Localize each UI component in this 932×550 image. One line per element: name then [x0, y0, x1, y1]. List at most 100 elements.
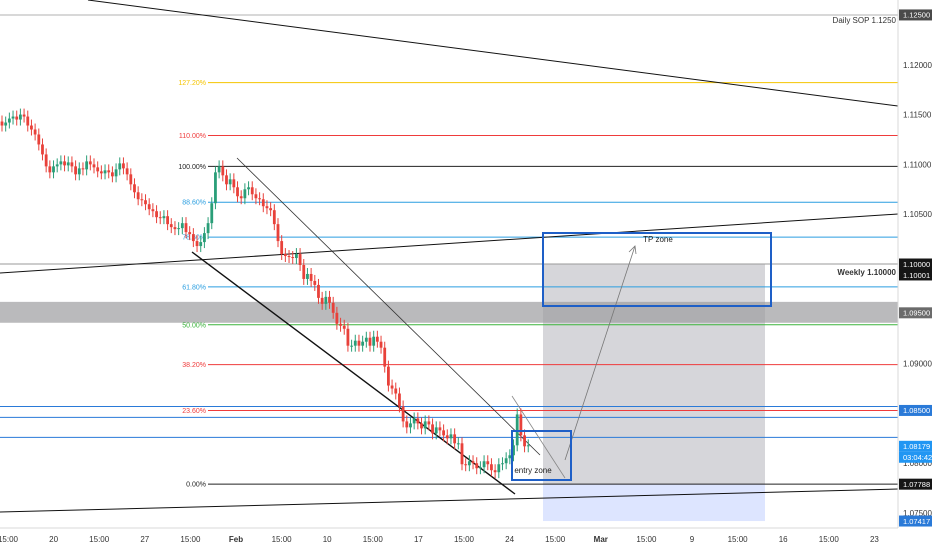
candle-body [140, 199, 144, 201]
stop-area [543, 484, 765, 522]
candle-body [504, 458, 508, 464]
candle-body [368, 337, 372, 346]
candle-body [409, 423, 412, 428]
candle-body [375, 336, 379, 342]
time-tick-label: 15:00 [728, 535, 749, 544]
fib-level-label: 50.00% [182, 322, 206, 329]
candle-body [107, 170, 111, 173]
candle-body [475, 463, 479, 469]
candle-body [479, 467, 482, 469]
time-tick-label: Mar [594, 535, 608, 544]
candle-body [85, 161, 89, 170]
time-tick-label: 27 [140, 535, 149, 544]
time-tick-label: 23 [870, 535, 879, 544]
candle-body [88, 161, 92, 165]
price-tick-label: 1.07500 [903, 509, 932, 518]
candle-body [456, 443, 460, 445]
candle-body [313, 280, 317, 285]
candle-body [158, 217, 162, 219]
candle-body [346, 328, 350, 346]
time-tick-label: 24 [505, 535, 514, 544]
resistance-band [0, 301, 898, 323]
candle-body [195, 241, 199, 247]
candle-body [243, 189, 247, 199]
price-tag: 1.08500 [899, 404, 932, 416]
candle-body [265, 206, 269, 209]
time-tick-label: 15:00 [819, 535, 840, 544]
trend-line [87, 0, 899, 107]
price-tag-box [899, 307, 932, 319]
price-tag-text: 1.10000 [903, 260, 930, 269]
candle-body [350, 345, 353, 347]
weekly-level-label: Weekly 1.10000 [837, 268, 896, 277]
candle-body [162, 216, 166, 219]
candle-body [467, 461, 471, 466]
candle-body [482, 461, 486, 468]
candle-body [342, 325, 346, 329]
price-tick-label: 1.10500 [903, 210, 932, 219]
candle-body [221, 166, 225, 176]
time-tick-label: 15:00 [454, 535, 475, 544]
candle-body [412, 418, 416, 424]
candle-body [228, 179, 232, 185]
candle-body [214, 172, 217, 204]
candle-body [317, 284, 320, 298]
entry-zone-box[interactable] [511, 430, 572, 481]
candle-body [471, 461, 475, 464]
candle-body [515, 414, 519, 446]
candle-body [199, 242, 203, 247]
candle-body [136, 192, 140, 200]
candle-body [523, 435, 526, 447]
time-tick-label: Feb [229, 535, 243, 544]
candle-body [30, 125, 33, 130]
projection-arrow [564, 245, 636, 461]
candle-body [96, 167, 100, 172]
candle-body [239, 196, 243, 199]
candle-body [225, 175, 228, 185]
tp-zone-box[interactable] [542, 232, 772, 307]
candle-body [427, 421, 431, 425]
candle-body [295, 254, 298, 259]
candle-body [111, 172, 114, 177]
price-tick-label: 1.11000 [903, 160, 932, 169]
candle-body [272, 210, 276, 225]
time-tick-label: 15:00 [272, 535, 293, 544]
candle-body [74, 166, 77, 175]
time-tick-label: 17 [414, 535, 423, 544]
price-tick-label: 1.11500 [903, 111, 932, 120]
fib-level-label: 100.00% [178, 164, 206, 171]
candle-body [22, 114, 26, 117]
candle-body [324, 296, 328, 304]
candle-body [15, 116, 19, 120]
candle-body [501, 463, 504, 465]
candle-body [70, 162, 74, 167]
candle-body [335, 312, 339, 324]
candle-body [206, 223, 210, 234]
price-tag-box [899, 9, 932, 21]
candle-body [383, 347, 387, 367]
candle-body [66, 162, 70, 166]
candle-body [361, 341, 365, 346]
candle-body [4, 122, 8, 126]
candle-body [122, 163, 125, 169]
candle-body [442, 430, 445, 436]
candle-body [129, 174, 133, 185]
candle-body [114, 169, 118, 177]
price-axis[interactable]: 1.12000 1.11500 1.11000 1.10500 1.09000 1.080… [903, 61, 932, 518]
candle-body [464, 464, 468, 466]
candle-body [431, 424, 434, 434]
candle-body [394, 388, 398, 394]
time-tick-label: 15:00 [636, 535, 657, 544]
price-tag-text: 1.09500 [903, 309, 930, 318]
candle-body [7, 118, 11, 123]
fib-level-label: 23.60% [182, 408, 206, 415]
price-tag: 1.10001 [899, 269, 932, 281]
candle-body [81, 168, 85, 170]
time-axis[interactable]: 15:00 20 15:00 27 15:00 Feb 15:00 10 15:00 17 15:0… [0, 535, 879, 544]
price-tick-label: 1.08000 [903, 459, 932, 468]
candle-body [232, 179, 236, 188]
candle-body [247, 187, 250, 190]
candle-body [328, 296, 331, 303]
candle-body [508, 455, 512, 459]
